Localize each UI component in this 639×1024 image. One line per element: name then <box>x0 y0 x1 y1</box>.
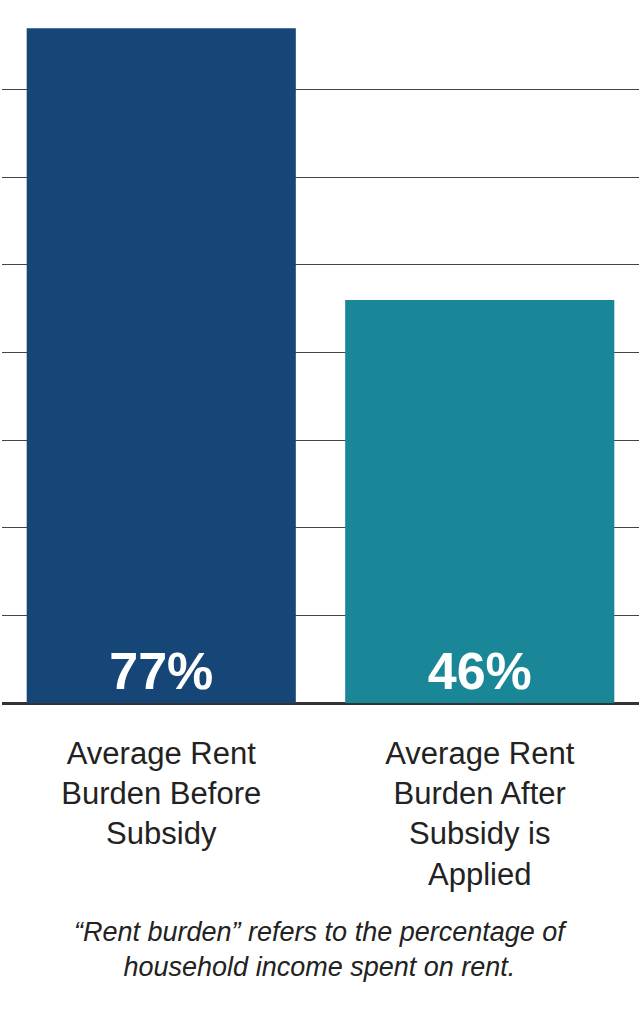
svg-text:“Rent burden” refers to the pe: “Rent burden” refers to the percentage o… <box>74 917 567 982</box>
svg-text:Average RentBurden AfterSubsid: Average RentBurden AfterSubsidy isApplie… <box>385 736 574 892</box>
svg-text:46%: 46% <box>428 642 532 700</box>
svg-text:77%: 77% <box>109 642 213 700</box>
svg-text:Average RentBurden BeforeSubsi: Average RentBurden BeforeSubsidy <box>61 736 261 852</box>
